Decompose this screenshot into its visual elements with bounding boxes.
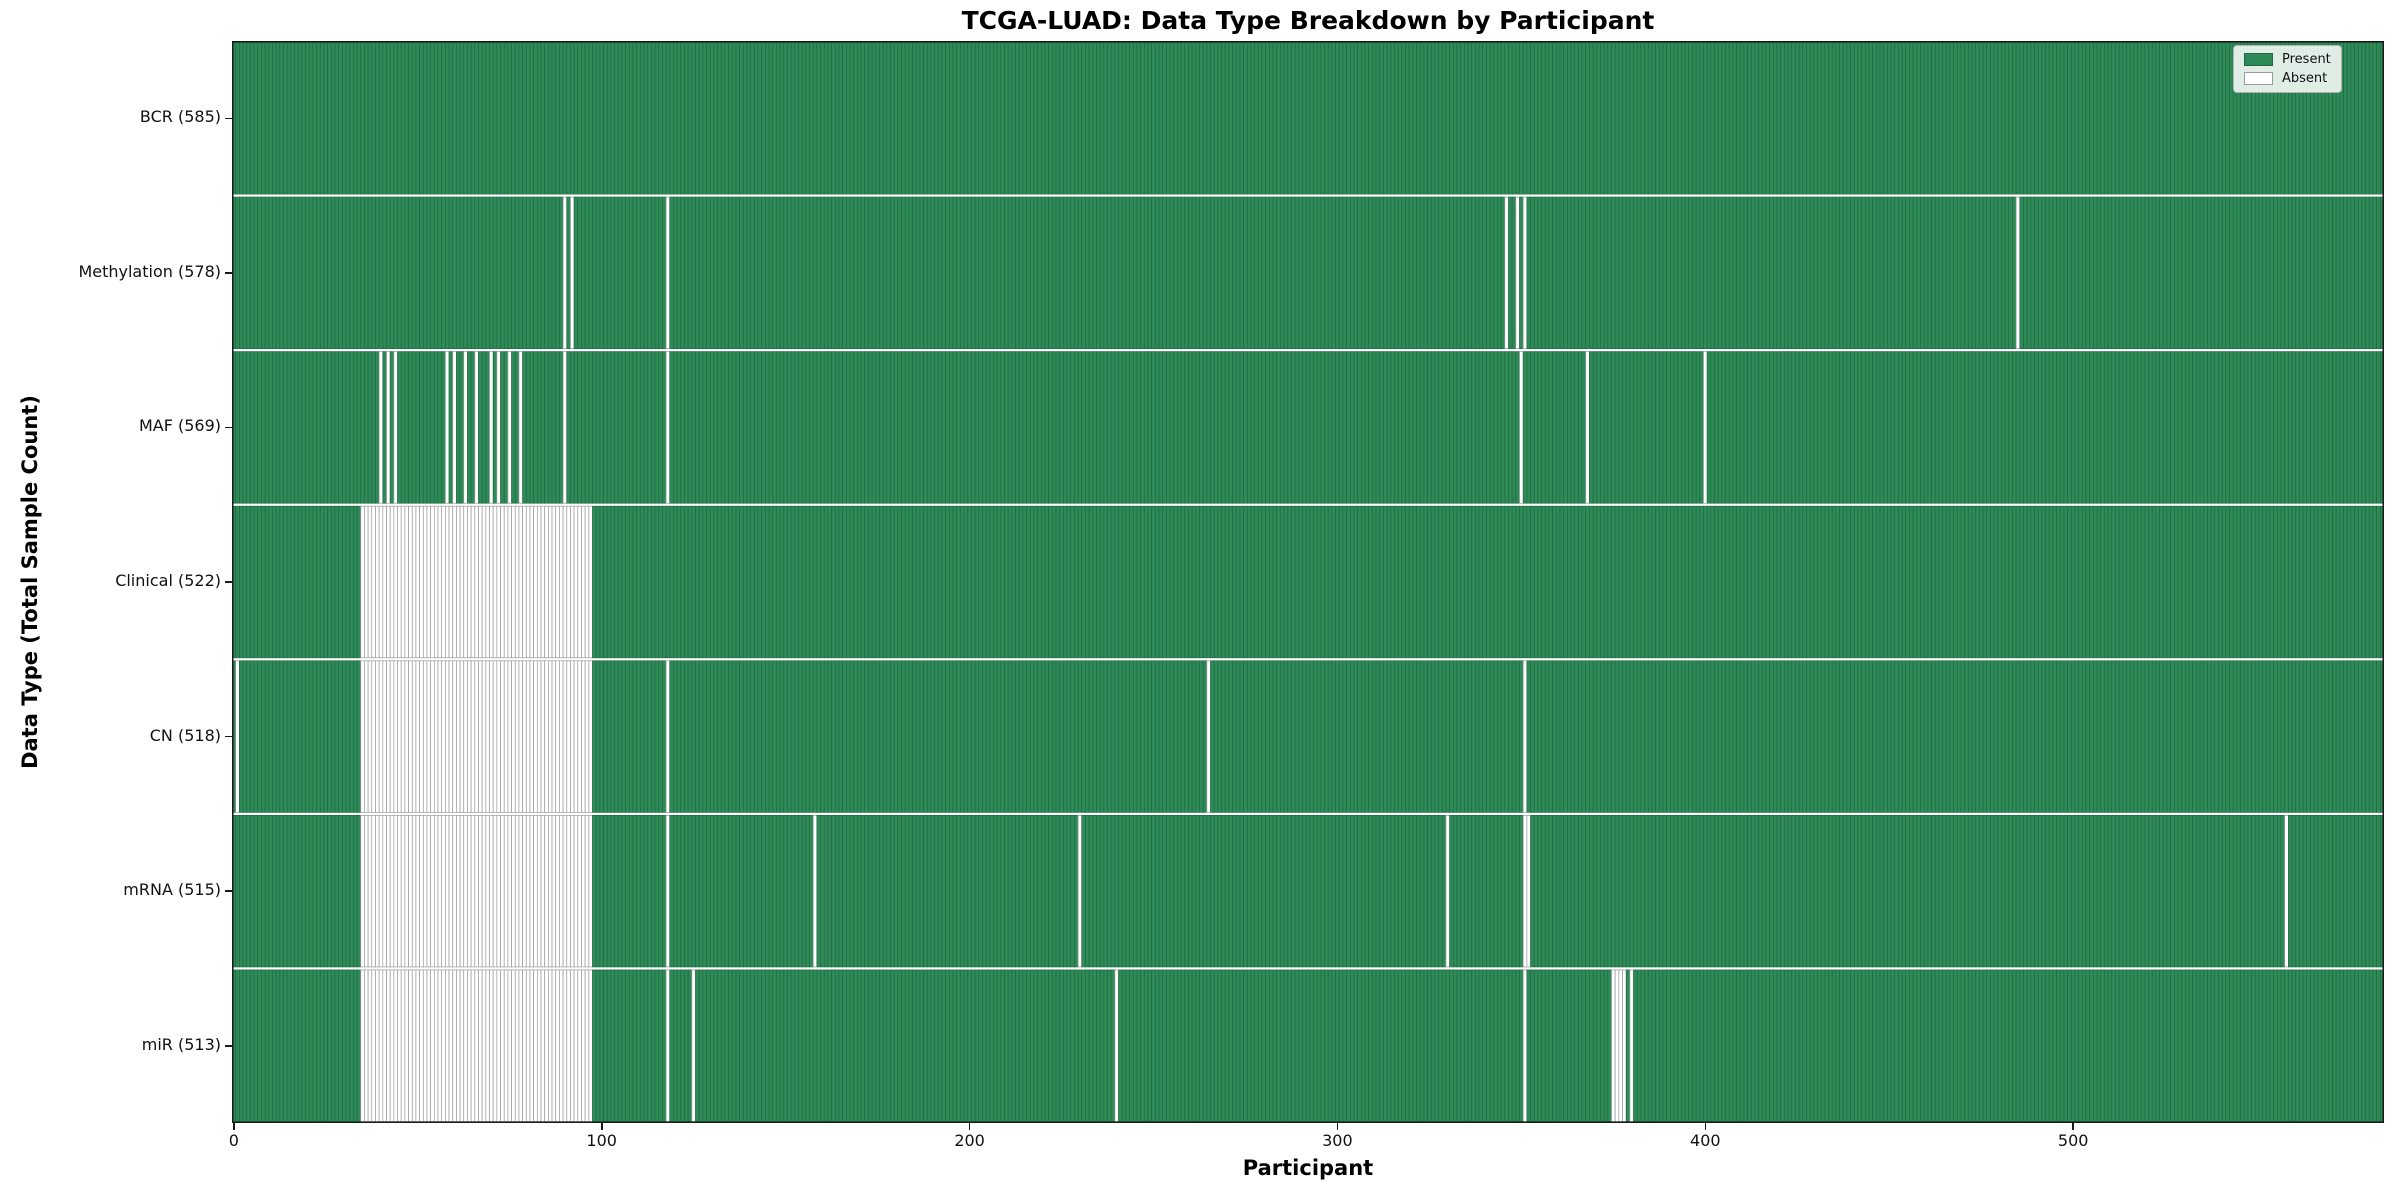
legend-swatch-present bbox=[2244, 53, 2273, 66]
y-tick-mark bbox=[225, 1045, 232, 1047]
heatmap-row-BCR bbox=[232, 42, 2384, 195]
x-tick-mark bbox=[1336, 1123, 1339, 1130]
legend: Present Absent bbox=[2233, 45, 2342, 93]
y-tick-label: Methylation (578) bbox=[78, 261, 221, 281]
x-tick-label: 500 bbox=[2057, 1131, 2089, 1150]
heatmap-row-miR bbox=[232, 969, 2384, 1122]
x-axis-label: Participant bbox=[1242, 1156, 1374, 1180]
x-tick-mark bbox=[233, 1123, 235, 1130]
heatmap-row-Clinical bbox=[232, 505, 2384, 659]
y-tick-mark bbox=[225, 890, 232, 892]
x-tick-label: 400 bbox=[1690, 1131, 1721, 1150]
legend-label-present: Present bbox=[2282, 52, 2331, 67]
legend-item-absent: Absent bbox=[2244, 72, 2331, 85]
heatmap-row-Methylation bbox=[232, 196, 2384, 349]
y-tick-label: mRNA (515) bbox=[123, 880, 221, 900]
x-tick-mark bbox=[1704, 1123, 1706, 1130]
legend-label-absent: Absent bbox=[2282, 71, 2328, 86]
y-tick-label: MAF (569) bbox=[138, 416, 221, 436]
y-tick-mark bbox=[225, 426, 232, 429]
y-tick-label: miR (513) bbox=[141, 1034, 221, 1054]
y-tick-label: BCR (585) bbox=[139, 107, 221, 127]
y-tick-mark bbox=[225, 272, 232, 274]
x-tick-mark bbox=[968, 1123, 971, 1130]
heatmap-row-MAF bbox=[232, 351, 2384, 504]
legend-swatch-absent bbox=[2244, 72, 2273, 85]
plot-border bbox=[232, 41, 2384, 1123]
y-tick-label: Clinical (522) bbox=[115, 571, 221, 590]
x-tick-mark bbox=[601, 1123, 603, 1130]
x-tick-label: 200 bbox=[954, 1131, 985, 1150]
chart-title: TCGA-LUAD: Data Type Breakdown by Partic… bbox=[961, 6, 1655, 35]
x-tick-label: 100 bbox=[586, 1131, 617, 1150]
heatmap-plot bbox=[232, 41, 2384, 1123]
heatmap-row-CN bbox=[232, 660, 2384, 813]
y-tick-mark bbox=[225, 735, 232, 738]
x-tick-label: 0 bbox=[228, 1131, 239, 1150]
y-tick-label: CN (518) bbox=[149, 725, 221, 745]
x-tick-mark bbox=[2072, 1123, 2074, 1130]
y-tick-mark bbox=[225, 581, 232, 583]
x-tick-label: 300 bbox=[1322, 1131, 1353, 1150]
legend-item-present: Present bbox=[2244, 53, 2331, 66]
heatmap-row-mRNA bbox=[232, 815, 2384, 968]
y-tick-mark bbox=[225, 117, 232, 119]
